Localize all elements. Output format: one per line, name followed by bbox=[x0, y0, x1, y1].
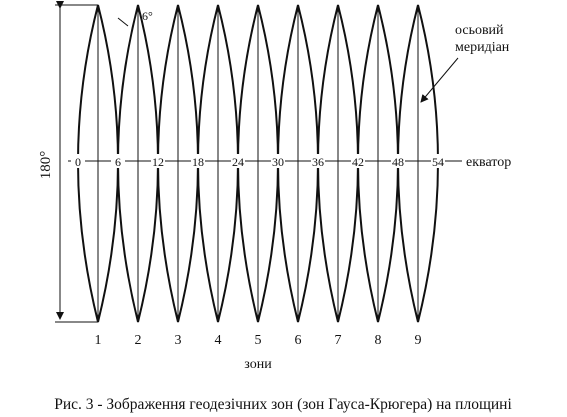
zone-number: 2 bbox=[135, 333, 142, 348]
zone-number: 3 bbox=[175, 333, 182, 348]
equator-tick-label: 12 bbox=[152, 155, 164, 169]
zone-number: 4 bbox=[215, 333, 222, 348]
label-bg bbox=[71, 154, 85, 168]
label-bg bbox=[271, 154, 285, 168]
height-label: 180° bbox=[38, 151, 54, 180]
equator-tick-label: 42 bbox=[352, 155, 364, 169]
axial-meridian-label: меридіан bbox=[455, 40, 510, 55]
zone-number: 1 bbox=[95, 333, 102, 348]
label-bg bbox=[191, 154, 205, 168]
axial-meridian-label: осьовий bbox=[455, 23, 504, 38]
zone-number: 5 bbox=[255, 333, 262, 348]
zone-number: 7 bbox=[335, 333, 342, 348]
zones-drawing bbox=[77, 4, 439, 323]
equator-tick-label: 54 bbox=[432, 155, 444, 169]
axial-meridian-arrow bbox=[420, 57, 459, 103]
equator-tick-label: 6 bbox=[115, 155, 121, 169]
equator-tick-label: 36 bbox=[312, 155, 324, 169]
equator-tick-label: 18 bbox=[192, 155, 204, 169]
zone-number: 9 bbox=[415, 333, 422, 348]
equator-label: екватор bbox=[466, 155, 511, 170]
label-bg bbox=[431, 154, 445, 168]
label-bg bbox=[311, 154, 325, 168]
equator-tick-label: 30 bbox=[272, 155, 284, 169]
zone-number: 6 bbox=[295, 333, 302, 348]
equator-tick-label: 0 bbox=[75, 155, 81, 169]
label-bg bbox=[231, 154, 245, 168]
label-bg bbox=[151, 154, 165, 168]
zones-label: зони bbox=[244, 357, 272, 372]
angle-label: 6° bbox=[142, 9, 153, 23]
label-bg bbox=[391, 154, 405, 168]
equator-tick-label: 24 bbox=[232, 155, 244, 169]
label-bg bbox=[111, 154, 125, 168]
label-bg bbox=[351, 154, 365, 168]
zone-number: 8 bbox=[375, 333, 382, 348]
caption: Рис. 3 - Зображення геодезічних зон (зон… bbox=[54, 396, 512, 413]
angle-mark bbox=[117, 17, 129, 27]
equator-tick-label: 48 bbox=[392, 155, 404, 169]
